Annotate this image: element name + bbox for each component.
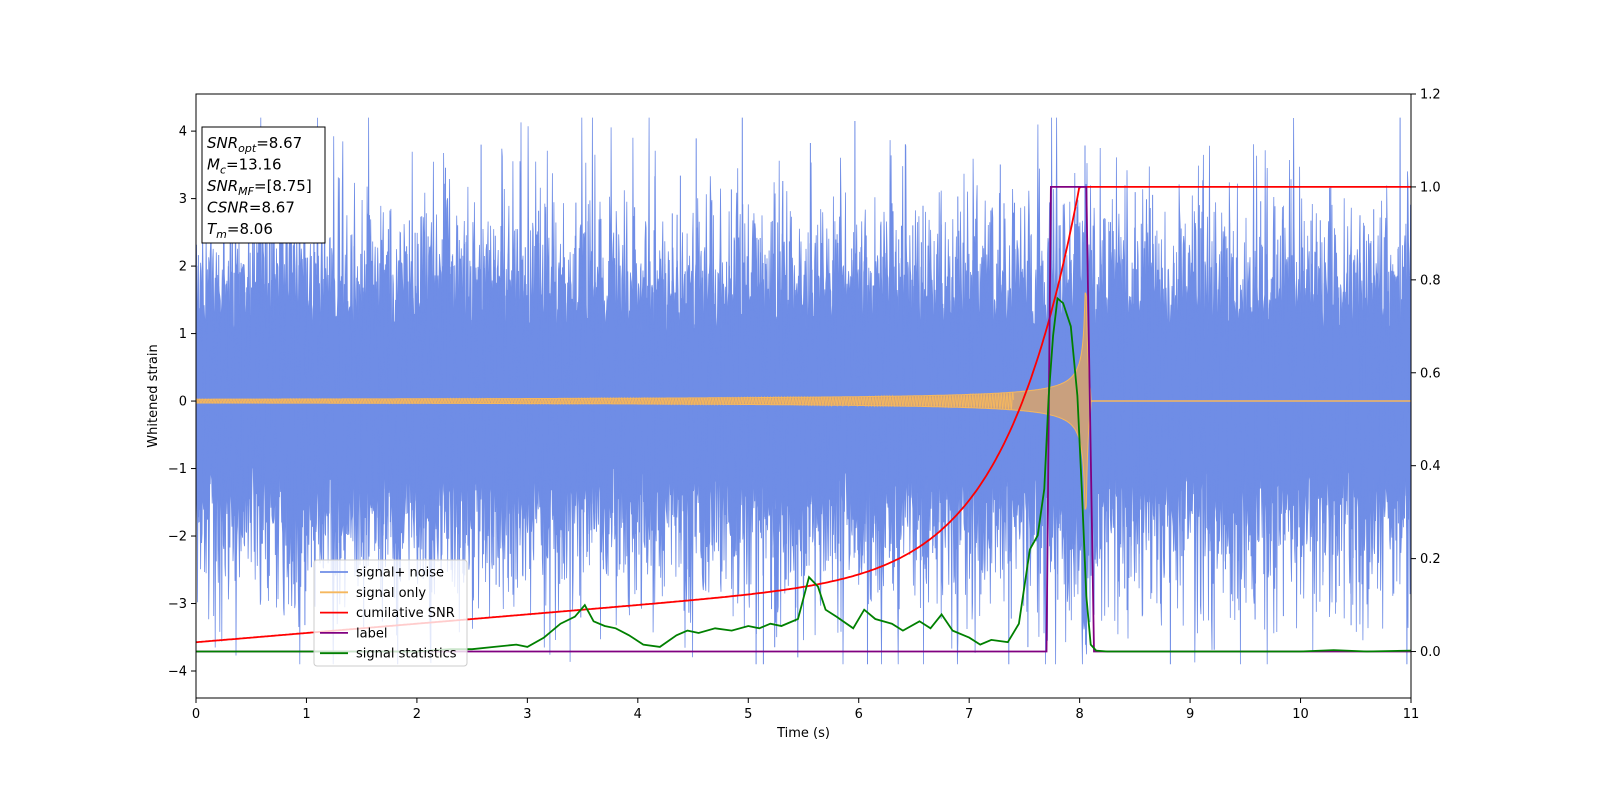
legend: signal+ noise signal only cumilative SNR la… — [313, 559, 468, 667]
x-axis-ticks: 0 1 2 3 4 5 6 7 8 9 10 11 — [192, 698, 1419, 722]
x-tick-label: 0 — [192, 707, 200, 722]
info-line: SNRopt=8.67 — [207, 134, 302, 155]
plot-frame — [195, 93, 1412, 699]
info-line: Mc=13.16 — [207, 156, 282, 177]
signal-noise-series — [196, 117, 1411, 665]
signal-noise-line — [196, 117, 1411, 665]
y-left-tick-label: 0 — [179, 395, 187, 410]
y-axis-left-ticks: −4 −3 −2 −1 0 1 2 3 4 — [168, 125, 196, 680]
info-line: CSNR=8.67 — [207, 199, 295, 217]
info-line: Tm=8.06 — [207, 220, 273, 241]
x-tick-label: 6 — [855, 707, 863, 722]
x-tick-label: 3 — [523, 707, 531, 722]
y-right-tick-label: 1.0 — [1420, 180, 1441, 195]
y-right-tick-label: 0.8 — [1420, 273, 1441, 288]
legend-label: cumilative SNR — [356, 606, 455, 621]
legend-label: signal only — [356, 586, 426, 601]
y-left-tick-label: 2 — [179, 260, 187, 275]
x-axis-label: Time (s) — [776, 726, 830, 741]
series-signal-statistics — [196, 296, 1411, 653]
signal-only-line — [196, 391, 1014, 410]
signal-noise-band — [196, 117, 1411, 665]
x-tick-label: 11 — [1403, 707, 1420, 722]
x-tick-label: 8 — [1075, 707, 1083, 722]
info-box-frame — [201, 126, 326, 244]
legend-label: signal+ noise — [356, 566, 444, 581]
y-axis-right-ticks: 0.0 0.2 0.4 0.6 0.8 1.0 1.2 — [1411, 88, 1441, 660]
y-left-tick-label: 4 — [179, 125, 187, 140]
y-left-tick-label: −2 — [168, 530, 187, 545]
legend-frame — [313, 559, 468, 667]
x-tick-label: 1 — [302, 707, 310, 722]
y-right-tick-label: 1.2 — [1420, 88, 1441, 103]
y-left-tick-label: −3 — [168, 597, 187, 612]
x-tick-label: 2 — [413, 707, 421, 722]
y-right-tick-label: 0.2 — [1420, 552, 1441, 567]
info-box: SNRopt=8.67Mc=13.16SNRMF=[8.75]CSNR=8.67… — [201, 126, 326, 244]
y-left-tick-label: 1 — [179, 327, 187, 342]
y-right-tick-label: 0.0 — [1420, 645, 1441, 660]
signal-only-series — [196, 292, 1411, 510]
y-left-tick-label: 3 — [179, 192, 187, 207]
legend-label: signal statistics — [356, 647, 457, 662]
x-tick-label: 5 — [744, 707, 752, 722]
x-tick-label: 7 — [965, 707, 973, 722]
info-line: SNRMF=[8.75] — [207, 177, 312, 198]
y-left-tick-label: −4 — [168, 665, 187, 680]
y-right-tick-label: 0.6 — [1420, 366, 1441, 381]
x-tick-label: 4 — [634, 707, 642, 722]
y-axis-label: Whitened strain — [146, 344, 161, 447]
y-left-tick-label: −1 — [168, 462, 187, 477]
x-tick-label: 9 — [1186, 707, 1194, 722]
x-tick-label: 10 — [1292, 707, 1309, 722]
legend-label: label — [356, 626, 387, 641]
y-right-tick-label: 0.4 — [1420, 459, 1441, 474]
